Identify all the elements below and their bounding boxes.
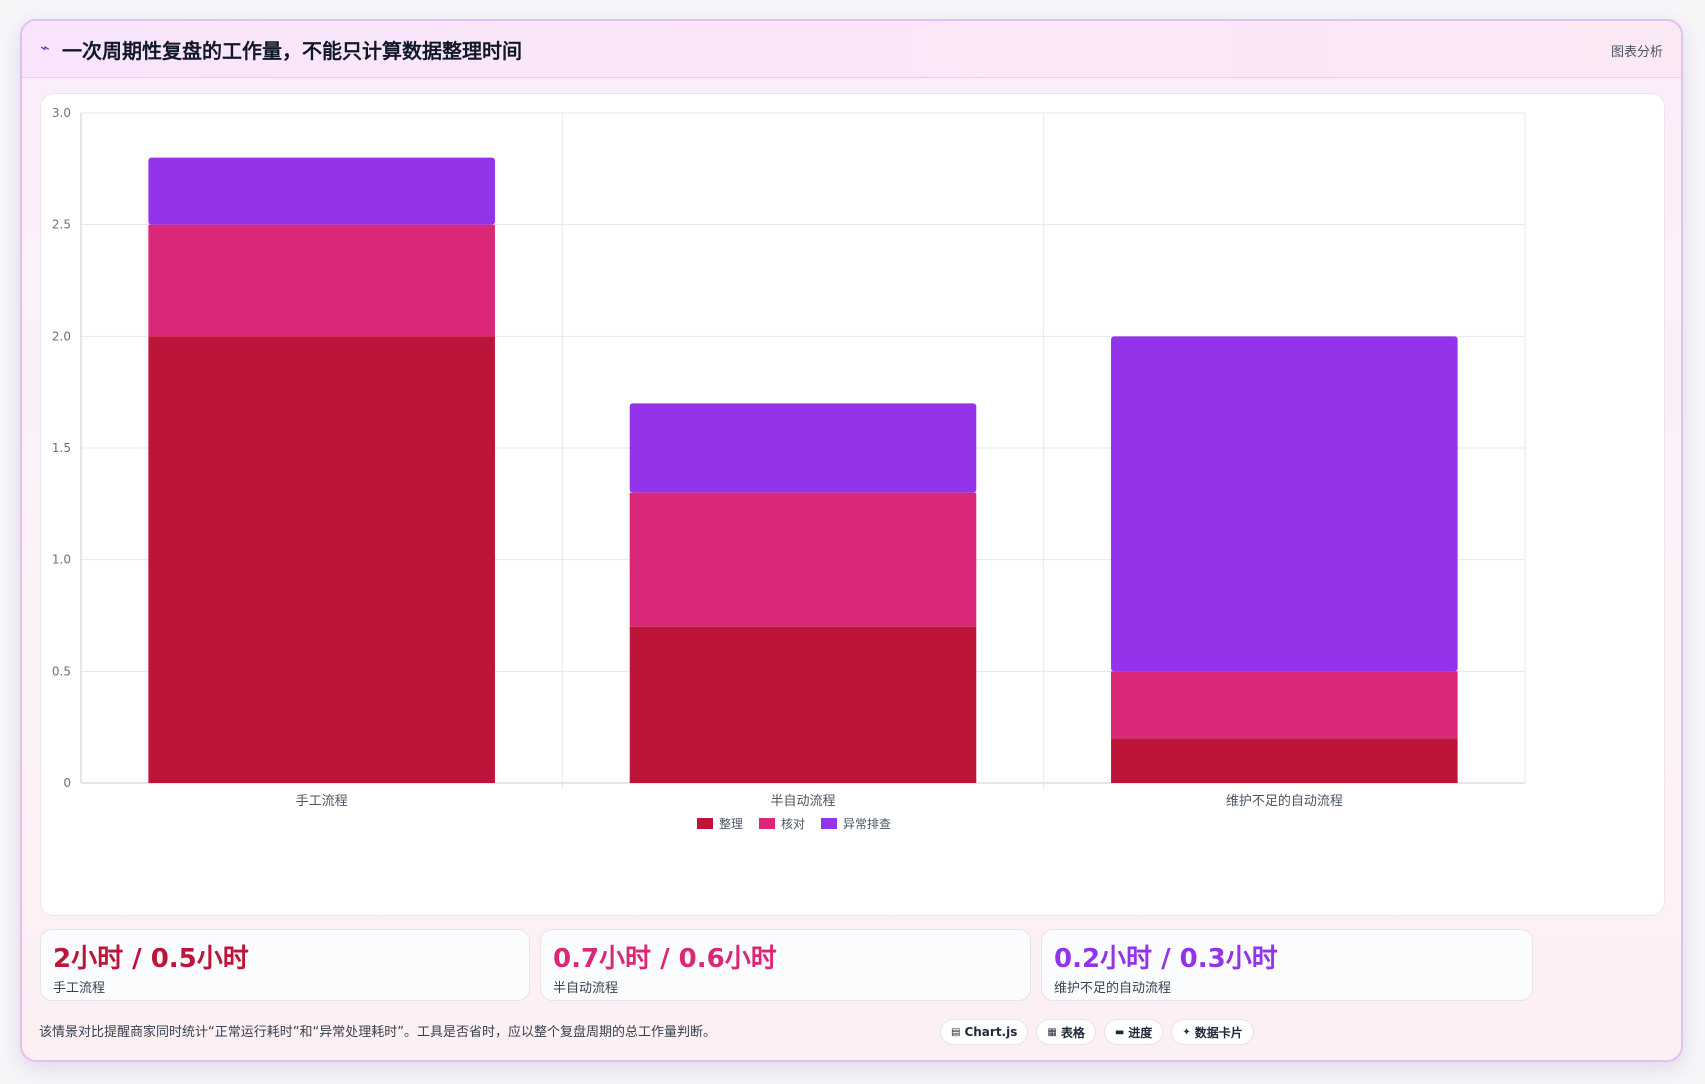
bar-segment: [1111, 738, 1458, 783]
y-tick-label: 1.5: [52, 441, 71, 455]
bar-segment: [148, 157, 495, 225]
chip-label: 数据卡片: [1194, 1025, 1243, 1040]
chartjs-chip[interactable]: ▤ Chart.js: [940, 1019, 1029, 1045]
bar-segment: [148, 224, 495, 337]
stat-label: 半自动流程: [553, 981, 619, 996]
legend-label: 异常排查: [843, 817, 891, 831]
legend-label: 核对: [781, 817, 805, 831]
bar-segment: [629, 626, 977, 783]
stat-value: 2小时 / 0.5小时: [53, 944, 249, 974]
bar-segment: [629, 403, 977, 493]
legend-swatch: [759, 818, 775, 829]
chip-label: 表格: [1060, 1025, 1085, 1040]
page-title: 一次周期性复盘的工作量，不能只计算数据整理时间: [62, 39, 522, 63]
y-tick-label: 0.5: [52, 664, 71, 678]
x-tick-label: 维护不足的自动流程: [1226, 793, 1343, 809]
stat-label: 维护不足的自动流程: [1054, 981, 1172, 996]
table-chip[interactable]: ▦ 表格: [1036, 1019, 1096, 1045]
bar-segment: [1111, 671, 1458, 739]
y-tick-label: 3.0: [52, 106, 71, 120]
bar-segment: [629, 492, 977, 627]
chip-label: Chart.js: [964, 1025, 1018, 1039]
stat-label: 手工流程: [53, 981, 106, 996]
chart-panel: 0 0.5 1.0 1.5 2.0 2.5 3.0 手工流程 半自动流程 维护不足的自动流程整理 核…: [40, 93, 1665, 916]
progress-icon: ▬: [1114, 1026, 1125, 1038]
bar-segment: [148, 336, 495, 783]
chart-analysis-link[interactable]: 图表分析: [1610, 45, 1663, 60]
y-tick-label: 2.0: [52, 329, 71, 343]
x-tick-label: 手工流程: [296, 794, 348, 809]
footnote-text: 该情景对比提醒商家同时统计“正常运行耗时”和“异常处理耗时”。工具是否省时，应以…: [39, 1025, 716, 1040]
stat-card-auto-underkept: 0.2小时 / 0.3小时 维护不足的自动流程: [1041, 929, 1533, 1001]
y-tick-label: 2.5: [52, 218, 71, 232]
stat-card-manual: 2小时 / 0.5小时 手工流程: [40, 929, 530, 1001]
sparkle-icon: ✦: [1182, 1026, 1191, 1038]
stat-value: 0.2小时 / 0.3小时: [1054, 944, 1278, 974]
table-icon: ▦: [1047, 1026, 1057, 1038]
chip-label: 进度: [1128, 1025, 1153, 1040]
view-toggle-group: ▤ Chart.js ▦ 表格 ▬ 进度 ✦ 数据卡片: [940, 1019, 1254, 1045]
stat-value: 0.7小时 / 0.6小时: [553, 944, 777, 974]
trend-icon: ⌁: [40, 38, 50, 57]
chart-card: ⌁ 一次周期性复盘的工作量，不能只计算数据整理时间 图表分析 0 0.5 1.0 1.…: [20, 19, 1683, 1062]
legend-swatch: [697, 818, 713, 829]
chart-icon: ▤: [951, 1026, 961, 1038]
stat-card-semi-auto: 0.7小时 / 0.6小时 半自动流程: [540, 929, 1031, 1001]
y-tick-label: 0: [63, 776, 71, 790]
x-tick-label: 半自动流程: [770, 794, 835, 809]
progress-chip[interactable]: ▬ 进度: [1103, 1019, 1164, 1045]
bar-segment: [1111, 336, 1458, 672]
legend-label: 整理: [719, 816, 743, 831]
legend-swatch: [821, 818, 837, 829]
data-card-chip[interactable]: ✦ 数据卡片: [1171, 1019, 1254, 1045]
card-header: ⌁ 一次周期性复盘的工作量，不能只计算数据整理时间 图表分析: [22, 21, 1681, 78]
y-tick-label: 1.0: [52, 553, 71, 567]
